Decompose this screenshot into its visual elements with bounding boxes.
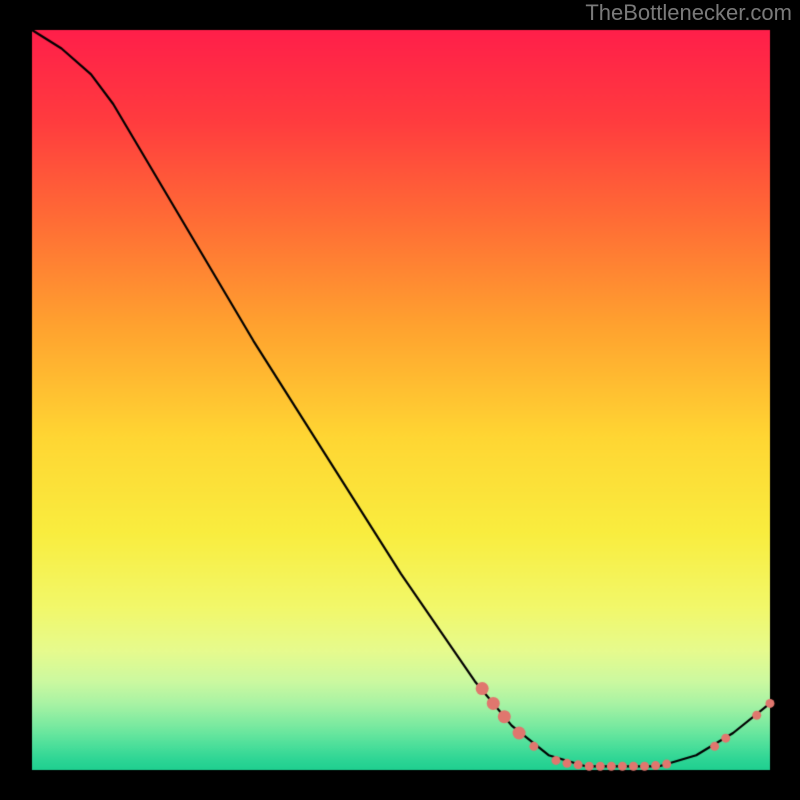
chart-container: TheBottlenecker.com — [0, 0, 800, 800]
bottleneck-curve-chart — [0, 0, 800, 800]
